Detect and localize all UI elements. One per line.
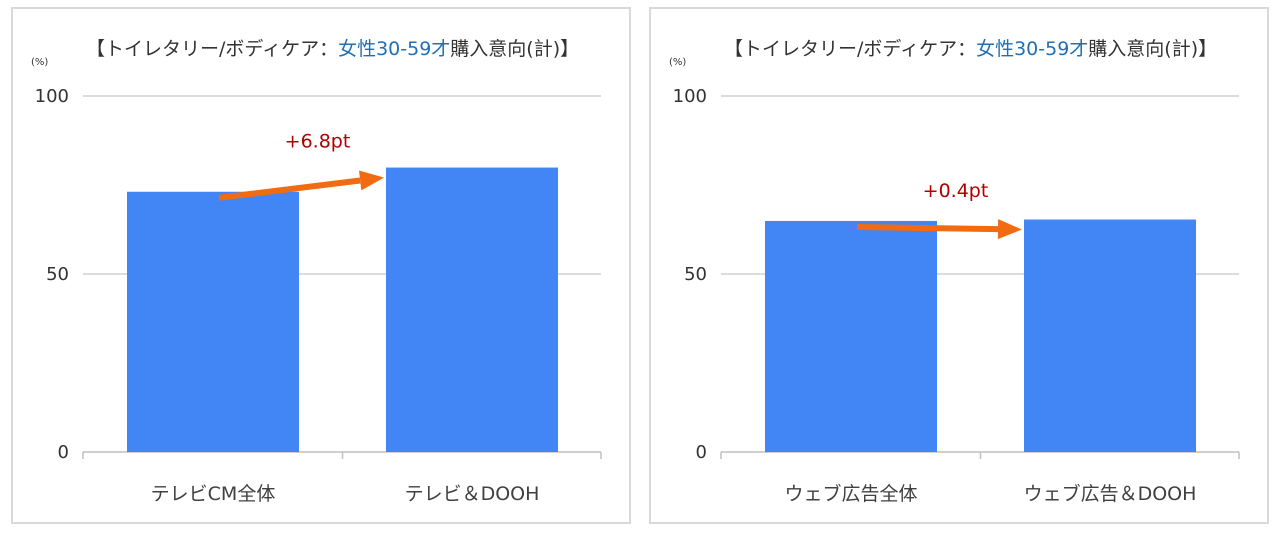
bar [386, 167, 558, 452]
delta-annotation: +0.4pt [923, 180, 989, 202]
y-tick-label: 100 [673, 86, 707, 107]
x-category-label: ウェブ広告全体 [784, 482, 917, 505]
delta-annotation: +6.8pt [285, 131, 351, 153]
growth-arrow-shaft [218, 177, 361, 201]
y-tick-label: 50 [46, 264, 69, 285]
bar [1024, 219, 1196, 452]
x-category-label: テレビCM全体 [151, 483, 276, 505]
x-category-label: テレビ＆DOOH [405, 483, 540, 505]
chart-title: 【トイレタリー/ボディケア：女性30-59才購入意向(計)】 [724, 38, 1217, 60]
growth-arrow-shaft [856, 223, 999, 233]
y-tick-label: 0 [58, 442, 69, 463]
bar [765, 220, 937, 452]
y-unit-label: (%) [31, 57, 48, 68]
y-unit-label: (%) [669, 57, 686, 68]
growth-arrow-head [997, 219, 1022, 240]
chart-title: 【トイレタリー/ボディケア：女性30-59才購入意向(計)】 [86, 38, 579, 60]
x-category-label: ウェブ広告＆DOOH [1024, 482, 1197, 505]
bar [127, 191, 299, 452]
y-tick-label: 100 [35, 86, 69, 107]
chart-panel-tv: 【トイレタリー/ボディケア：女性30-59才購入意向(計)】 (%) 0 50 10… [11, 7, 631, 524]
growth-arrow-head [358, 170, 384, 191]
y-tick-label: 50 [684, 264, 707, 285]
chart-svg-tv: 【トイレタリー/ボディケア：女性30-59才購入意向(計)】 (%) 0 50 10… [31, 38, 602, 505]
y-tick-label: 0 [696, 442, 707, 463]
chart-panel-web: 【トイレタリー/ボディケア：女性30-59才購入意向(計)】 (%) 0 50 10… [649, 7, 1269, 524]
chart-svg-web: 【トイレタリー/ボディケア：女性30-59才購入意向(計)】 (%) 0 50 10… [669, 38, 1240, 505]
